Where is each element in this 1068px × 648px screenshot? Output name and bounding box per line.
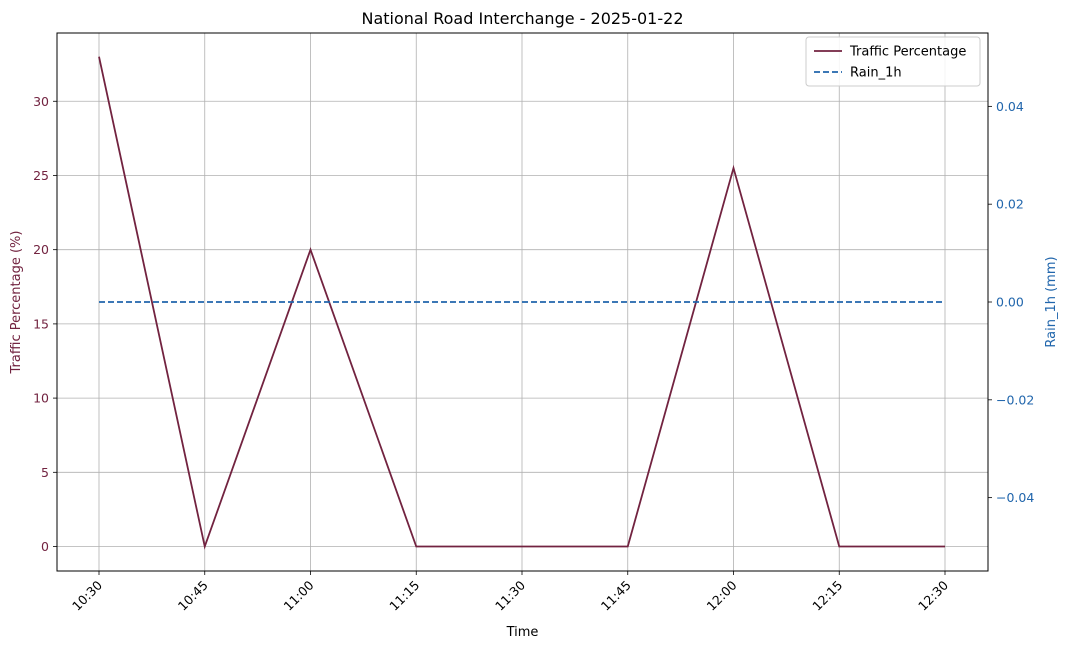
legend-box: [805, 36, 981, 87]
y-left-tick-label: 25: [33, 168, 49, 183]
x-tick-label: 12:15: [809, 578, 845, 614]
y-right-tick-label: 0.00: [996, 295, 1024, 310]
y-right-tick-label: −0.04: [996, 490, 1034, 505]
x-axis: 10:30 10:45 11:00 11:15 11:30 11:45 12:00 12:15…: [69, 571, 951, 614]
grid: [57, 33, 988, 571]
x-tick-label: 11:30: [492, 577, 528, 613]
x-tick-label: 11:45: [598, 578, 634, 614]
series-line-traffic-percentage: [98, 56, 945, 550]
y-right-tick-label: 0.02: [996, 197, 1024, 212]
series-group: [98, 56, 945, 550]
y-axis-left: 0 5 10 15 20 25 30: [33, 94, 57, 554]
y-left-tick-label: 0: [41, 539, 49, 554]
y-right-tick-label: −0.02: [996, 392, 1034, 407]
y-left-tick-label: 30: [33, 94, 49, 109]
chart-title: National Road Interchange - 2025-01-22: [361, 9, 683, 28]
y-axis-right: −0.04 −0.02 0.00 0.02 0.04: [988, 99, 1034, 505]
x-tick-label: 12:00: [704, 577, 740, 613]
y-left-tick-label: 10: [33, 391, 49, 406]
y-axis-left-label: Traffic Percentage (%): [9, 231, 24, 375]
x-axis-label: Time: [506, 625, 539, 640]
y-right-tick-label: 0.04: [996, 99, 1024, 114]
legend-label: Traffic Percentage: [849, 45, 966, 60]
legend: Traffic Percentage Rain_1h: [805, 36, 981, 87]
x-tick-label: 11:15: [386, 578, 422, 614]
legend-label: Rain_1h: [850, 66, 902, 81]
y-axis-right-label: Rain_1h (mm): [1044, 256, 1059, 347]
y-left-tick-label: 20: [33, 242, 49, 257]
x-tick-label: 12:30: [915, 577, 951, 613]
x-tick-label: 10:30: [69, 577, 105, 613]
y-left-tick-label: 5: [41, 465, 49, 480]
x-tick-label: 10:45: [175, 578, 211, 614]
y-left-tick-label: 15: [33, 316, 49, 331]
x-tick-label: 11:00: [281, 577, 317, 613]
